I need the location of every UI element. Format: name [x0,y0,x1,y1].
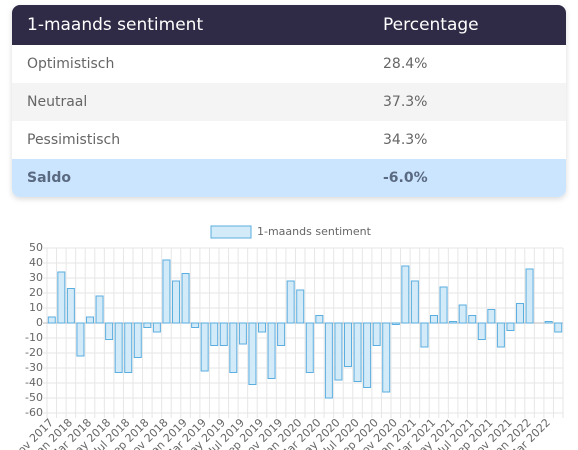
bar [525,268,534,324]
bar [248,322,257,385]
y-tick-label: -50 [25,391,43,404]
bar [210,322,219,346]
y-tick-label: -20 [25,346,43,359]
header-cell: Percentage [383,15,479,35]
bar [496,322,505,348]
bar [315,315,324,324]
bar [420,322,429,348]
bar [430,315,438,324]
bar [554,322,563,333]
bar [191,322,200,328]
bar [124,322,133,373]
bar [363,322,372,388]
bar [296,289,305,324]
bar [305,322,314,373]
table-header: 1-maands sentiment Percentage [12,5,566,45]
y-tick-label: 30 [29,271,43,284]
cell: Neutraal [27,94,88,110]
y-tick-label: 20 [29,286,43,299]
bar [401,265,410,324]
bar [334,322,343,381]
legend-swatch [210,225,252,239]
bar [391,322,400,325]
bar [516,303,524,324]
bar [410,280,419,324]
bar [66,288,75,324]
y-tick-label: -60 [25,406,43,419]
bar [238,322,247,345]
bar [181,273,190,324]
cell: Optimistisch [27,56,115,72]
bar [133,322,142,358]
bar [162,259,171,324]
table-row: Neutraal 37.3% [12,83,566,121]
bar [86,316,94,324]
bar [76,322,85,357]
bar [47,316,56,324]
header-cell: 1-maands sentiment [27,15,204,35]
sentiment-table: 1-maands sentiment Percentage Optimistisc… [12,5,566,197]
bar [277,322,286,346]
y-tick-label: -10 [25,331,43,344]
cell: Saldo [27,170,71,186]
bar [487,309,496,324]
y-tick-label: 40 [29,256,43,269]
bar [114,322,123,373]
bar [95,295,104,324]
bar [324,322,333,399]
bar [344,322,352,367]
cell: 28.4% [383,56,428,72]
y-tick-label: -40 [25,376,43,389]
bar [172,280,180,324]
bar [105,322,114,340]
bar [439,286,448,324]
bar [57,271,66,324]
y-tick-label: 50 [29,241,43,254]
bar [544,321,553,324]
table-row: Saldo -6.0% [12,159,566,197]
bar [449,321,458,324]
bar [286,280,295,324]
bar [267,322,276,379]
bar [200,322,209,372]
bar [258,322,266,333]
chart: 1-maands sentiment -60 -50 -40 -30 -20 -10 0 10 2… [9,225,564,450]
y-tick-label: 10 [29,301,43,314]
bar [468,315,477,324]
bar [477,322,486,340]
bar [229,322,238,373]
y-tick-label: -30 [25,361,43,374]
cell: 37.3% [383,94,428,110]
bar [458,304,467,324]
bar [353,322,362,382]
cell: -6.0% [383,170,428,186]
y-tick-label: 0 [36,316,43,329]
bar [143,322,152,328]
bar [152,322,161,333]
bar [506,322,515,331]
table-row: Optimistisch 28.4% [12,45,566,83]
legend-label: 1-maands sentiment [257,225,372,238]
cell: Pessimistisch [27,132,121,148]
cell: 34.3% [383,132,428,148]
bar [372,322,381,346]
table-row: Pessimistisch 34.3% [12,121,566,159]
bar [382,322,391,393]
bar [219,322,228,346]
